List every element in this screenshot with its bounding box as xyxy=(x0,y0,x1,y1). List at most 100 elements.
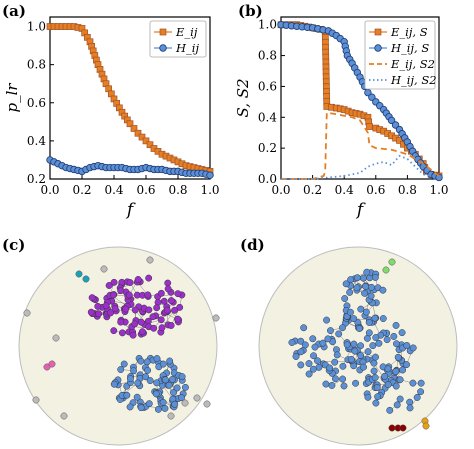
network-node xyxy=(176,303,184,311)
network-node xyxy=(361,289,369,297)
network-node xyxy=(153,304,161,312)
network-node xyxy=(417,379,425,387)
network-node xyxy=(369,342,377,350)
network-node xyxy=(131,306,139,314)
network-node xyxy=(355,325,363,332)
data-point xyxy=(435,173,443,182)
network-node xyxy=(324,335,332,343)
network-node xyxy=(117,366,125,373)
network-node xyxy=(166,357,174,365)
network-node xyxy=(367,292,375,300)
network-node xyxy=(392,382,400,390)
network-node xyxy=(178,373,186,381)
network-node xyxy=(357,305,365,313)
network-node xyxy=(390,332,398,340)
network-node xyxy=(362,308,370,316)
y-tick-label: 1.0 xyxy=(27,20,46,34)
network-node xyxy=(137,318,145,326)
y-tick-label: 0.6 xyxy=(27,96,46,110)
network-node xyxy=(149,313,157,321)
network-node xyxy=(164,285,172,293)
network-node xyxy=(178,394,185,402)
legend-label: H_ij, S2 xyxy=(390,73,437,87)
panel-a-chart: 0.0 0.2 0.4 0.6 0.8 1.00.20.40.60.81.0fp_lrE_… xyxy=(3,16,220,220)
y-tick-label: 0.2 xyxy=(27,172,46,186)
x-tick-label: 0.6 xyxy=(366,183,385,197)
network-node xyxy=(340,382,348,390)
isolated-node xyxy=(52,334,60,342)
network-node xyxy=(300,324,308,332)
y-tick-label: 0.4 xyxy=(258,110,277,124)
network-node xyxy=(393,340,400,348)
network-node xyxy=(379,286,387,294)
isolated-node xyxy=(388,258,396,266)
network-node xyxy=(379,315,387,322)
y-tick-label: 0.2 xyxy=(258,141,277,155)
network-node xyxy=(145,400,153,408)
isolated-node xyxy=(48,360,56,368)
network-node xyxy=(341,295,349,302)
network-node xyxy=(409,344,417,352)
y-tick-label: 0.8 xyxy=(27,58,46,72)
legend-box xyxy=(364,20,436,90)
network-node xyxy=(335,330,343,338)
network-node xyxy=(352,379,360,387)
isolated-node xyxy=(43,363,51,371)
network-node xyxy=(288,339,296,346)
network-node xyxy=(117,318,125,326)
network-node xyxy=(359,274,367,282)
network-node xyxy=(111,305,119,313)
network-node xyxy=(126,403,134,411)
network-node xyxy=(153,355,161,362)
network-node xyxy=(346,288,354,296)
network-node xyxy=(105,282,113,289)
network-node xyxy=(173,384,181,392)
network-node xyxy=(364,393,372,401)
network-node xyxy=(362,283,370,291)
x-tick-label: 0.6 xyxy=(136,183,155,197)
network-node xyxy=(110,380,118,388)
panel-c-network xyxy=(18,246,220,446)
y-tick-label: 0.8 xyxy=(258,49,277,63)
isolated-node xyxy=(422,422,430,430)
panel-b-chart: 0.0 0.2 0.4 0.6 0.8 1.0 0.0 0.2 0.4 0.6 0.8 1.0 f S, … xyxy=(234,16,449,220)
axes-frame-b xyxy=(280,16,440,180)
network-node xyxy=(383,336,391,344)
network-node xyxy=(145,306,153,314)
network-node xyxy=(406,404,414,412)
network-node xyxy=(87,308,95,316)
legend-marker xyxy=(374,44,382,52)
data-point xyxy=(368,93,376,101)
panel-d-label: (d) xyxy=(240,236,265,254)
y-tick-label: 0.0 xyxy=(258,172,277,186)
network-node xyxy=(365,319,373,326)
network-node xyxy=(167,297,175,305)
network-node xyxy=(159,360,167,368)
network-node xyxy=(373,384,381,391)
legend-marker xyxy=(159,44,167,52)
network-node xyxy=(174,315,182,323)
network-node xyxy=(134,276,142,283)
x-tick-label: 0.8 xyxy=(168,183,187,197)
network-node xyxy=(309,365,317,373)
network-node xyxy=(322,380,330,388)
network-node xyxy=(297,337,305,345)
network-node xyxy=(157,316,165,324)
network-node xyxy=(396,395,404,403)
panel-d-network xyxy=(258,246,458,446)
network-node xyxy=(393,401,401,409)
x-tick-label: 0.2 xyxy=(303,183,322,197)
network-node xyxy=(142,373,150,381)
network-node xyxy=(171,306,179,314)
network-node xyxy=(162,376,169,384)
x-tick-label: 1.0 xyxy=(429,183,448,197)
data-point xyxy=(134,129,142,137)
network-node xyxy=(122,305,130,313)
network-node xyxy=(386,406,394,414)
legend-label: E_ij xyxy=(175,25,198,39)
x-axis-label: f xyxy=(125,200,136,220)
network-node xyxy=(331,358,339,366)
network-node xyxy=(110,291,117,299)
network-node xyxy=(372,399,380,407)
